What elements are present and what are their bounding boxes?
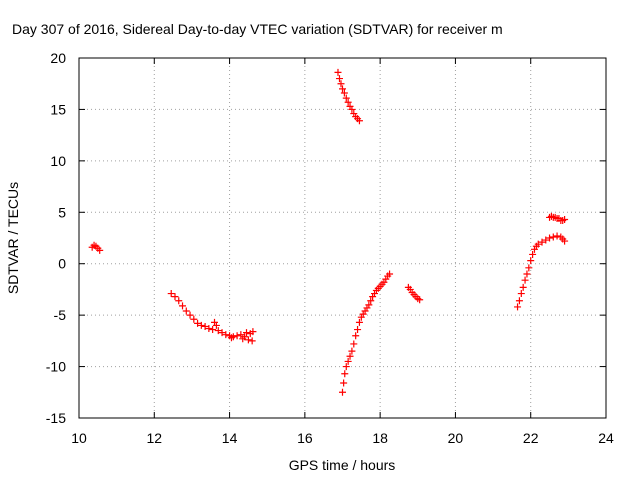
data-point xyxy=(340,89,348,97)
data-point xyxy=(96,246,104,254)
data-point xyxy=(214,327,222,335)
data-point xyxy=(527,257,535,265)
x-tick-label: 18 xyxy=(372,430,388,446)
data-point xyxy=(241,333,249,341)
y-tick-label: 15 xyxy=(50,101,66,117)
y-tick-label: -5 xyxy=(54,307,67,323)
data-point xyxy=(342,363,350,371)
y-tick-label: 0 xyxy=(58,256,66,272)
data-point xyxy=(175,297,183,305)
data-point xyxy=(517,290,525,298)
data-point xyxy=(237,331,245,339)
data-points xyxy=(88,68,569,396)
data-point xyxy=(515,297,523,305)
data-point xyxy=(197,321,205,329)
data-point xyxy=(344,98,352,106)
x-tick-label: 12 xyxy=(146,430,162,446)
x-tick-label: 16 xyxy=(297,430,313,446)
data-point xyxy=(346,352,354,360)
data-point xyxy=(549,233,557,241)
y-tick-label: 20 xyxy=(50,50,66,66)
chart-title: Day 307 of 2016, Sidereal Day-to-day VTE… xyxy=(12,21,503,37)
data-point xyxy=(538,238,546,246)
data-point xyxy=(344,357,352,365)
data-point xyxy=(190,315,198,323)
x-tick-label: 10 xyxy=(71,430,87,446)
data-point xyxy=(243,329,251,337)
data-point xyxy=(233,332,241,340)
data-point xyxy=(248,337,256,345)
data-point xyxy=(416,296,424,304)
data-point xyxy=(201,322,209,330)
y-tick-label: -10 xyxy=(46,359,66,375)
data-point xyxy=(340,379,348,387)
data-point xyxy=(249,328,257,336)
data-point xyxy=(534,240,542,248)
series-arc-2 xyxy=(167,290,257,345)
data-point xyxy=(365,301,373,309)
axis-ticks: 10 12 14 16 18 20 22 24 -15 -10 -5 0 5 10 15 20 xyxy=(46,50,614,446)
x-tick-label: 24 xyxy=(598,430,614,446)
data-point xyxy=(367,297,375,305)
data-point xyxy=(209,326,217,334)
data-point xyxy=(337,80,345,88)
series-arc-6 xyxy=(514,232,569,311)
x-tick-label: 20 xyxy=(448,430,464,446)
series-arc-7 xyxy=(546,212,569,225)
data-point xyxy=(386,270,394,278)
data-point xyxy=(561,237,569,245)
data-point xyxy=(341,370,349,378)
data-point xyxy=(167,290,175,298)
y-axis-label: SDTVAR / TECUs xyxy=(5,182,21,294)
data-point xyxy=(553,232,561,240)
x-axis-label: GPS time / hours xyxy=(289,457,396,473)
data-point xyxy=(348,347,356,355)
data-point xyxy=(212,321,220,329)
x-tick-label: 14 xyxy=(222,430,238,446)
data-point xyxy=(339,388,346,396)
data-point xyxy=(334,68,342,76)
series-arc-4 xyxy=(339,270,394,396)
series-arc-3 xyxy=(334,68,363,125)
series-arc-1 xyxy=(88,241,104,254)
plot-frame xyxy=(78,57,607,419)
data-point xyxy=(542,236,550,244)
y-tick-label: -15 xyxy=(46,410,66,426)
grid xyxy=(79,58,606,418)
data-point xyxy=(521,276,529,284)
x-tick-label: 22 xyxy=(523,430,539,446)
y-tick-label: 10 xyxy=(50,153,66,169)
data-point xyxy=(523,270,531,278)
data-point xyxy=(222,331,230,339)
data-point xyxy=(171,293,179,301)
data-point xyxy=(350,340,358,348)
data-point xyxy=(229,333,237,341)
data-point xyxy=(186,311,194,319)
data-point xyxy=(352,332,360,340)
data-point xyxy=(525,264,533,272)
data-point xyxy=(205,325,213,333)
data-point xyxy=(561,215,569,223)
data-point xyxy=(335,75,343,83)
data-point xyxy=(546,234,554,242)
data-point xyxy=(194,319,202,327)
data-point xyxy=(355,318,363,326)
data-point xyxy=(354,326,362,334)
data-point xyxy=(519,283,527,291)
series-arc-5 xyxy=(404,283,424,304)
data-point xyxy=(244,336,252,344)
data-point xyxy=(218,329,226,337)
data-point xyxy=(339,85,346,93)
data-point xyxy=(182,307,190,315)
data-point xyxy=(514,303,522,311)
data-point xyxy=(355,117,363,125)
data-point xyxy=(529,250,537,258)
data-point xyxy=(342,94,350,102)
data-point xyxy=(348,105,356,113)
data-point xyxy=(179,302,187,310)
y-tick-label: 5 xyxy=(58,204,66,220)
